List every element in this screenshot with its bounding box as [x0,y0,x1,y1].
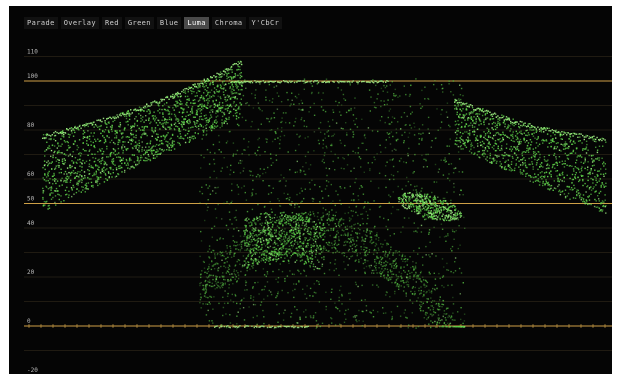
scale-label-minus-20: -20 [27,367,38,374]
tab-overlay[interactable]: Overlay [60,17,99,29]
waveform-scope: Parade Overlay Red Green Blue Luma Chroma Y'CbC… [9,6,612,374]
luma-trace [42,60,607,330]
tab-chroma[interactable]: Chroma [211,17,246,29]
scale-label-50: 50 [27,196,35,203]
tab-luma[interactable]: Luma [184,17,209,29]
tab-y-cbcr[interactable]: Y'CbCr [248,17,283,29]
scale-label-80: 80 [27,122,35,129]
scale-label-110: 110 [27,49,38,56]
tab-blue[interactable]: Blue [156,17,182,29]
scale-labels: 110 100 80 60 50 40 20 0 -20 [27,49,38,374]
scale-label-0: 0 [27,318,31,325]
scope-mode-tabs: Parade Overlay Red Green Blue Luma Chroma Y'CbC… [24,17,283,29]
tab-parade[interactable]: Parade [24,17,58,29]
scale-label-40: 40 [27,220,35,227]
luma-waveform-display: 110 100 80 60 50 40 20 0 -20 [24,49,612,374]
scale-label-20: 20 [27,269,35,276]
tab-green[interactable]: Green [124,17,154,29]
scale-label-60: 60 [27,171,35,178]
graticule [24,56,612,351]
scale-label-100: 100 [27,73,38,80]
tab-red[interactable]: Red [102,17,122,29]
